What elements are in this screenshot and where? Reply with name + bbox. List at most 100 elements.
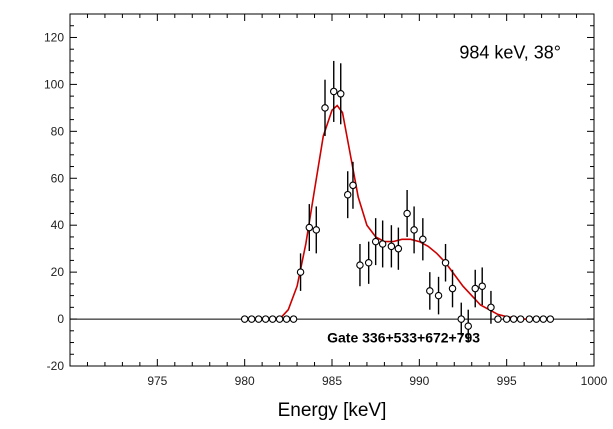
data-point — [546, 315, 555, 323]
data-marker — [471, 284, 479, 293]
axis-tick-labels: 975 980 985 990 995 1000 -20 0 20 40 60 80 100 120 — [44, 30, 608, 388]
data-point — [336, 63, 345, 125]
data-marker — [371, 237, 380, 246]
data-marker — [289, 315, 298, 323]
data-point — [478, 267, 486, 305]
data-point — [247, 315, 256, 323]
data-point — [516, 315, 525, 323]
data-marker — [487, 303, 495, 312]
data-point — [464, 309, 472, 343]
data-marker — [441, 258, 450, 267]
data-marker — [254, 315, 263, 323]
data-point — [312, 206, 321, 254]
y-tick-label: 20 — [51, 265, 65, 279]
data-point — [275, 315, 284, 323]
data-marker — [240, 315, 249, 323]
y-tick-label: 80 — [51, 124, 65, 138]
data-point — [371, 218, 380, 266]
data-point — [394, 227, 403, 270]
data-marker — [387, 242, 396, 251]
data-point — [321, 79, 329, 137]
data-point — [410, 206, 418, 254]
y-tick-label: 100 — [44, 77, 64, 91]
data-marker — [509, 315, 518, 323]
data-point — [240, 315, 249, 323]
data-marker — [448, 284, 457, 293]
x-tick-label: 980 — [235, 374, 255, 388]
data-marker — [426, 287, 434, 295]
y-tick-label: 120 — [44, 30, 64, 44]
data-marker — [457, 315, 466, 323]
y-tick-label: -20 — [47, 359, 65, 373]
data-point — [268, 315, 277, 323]
data-point — [471, 269, 479, 308]
data-marker — [343, 190, 352, 199]
data-marker — [539, 315, 548, 323]
data-point — [539, 315, 548, 323]
data-marker — [268, 315, 277, 323]
data-marker — [464, 322, 472, 330]
data-point — [343, 171, 352, 219]
data-marker — [296, 268, 305, 276]
data-marker — [364, 258, 373, 267]
data-marker — [275, 315, 284, 323]
data-point — [509, 315, 518, 323]
axis-ticks — [69, 13, 595, 367]
x-tick-label: 985 — [322, 374, 342, 388]
data-marker — [410, 226, 418, 234]
data-point — [403, 190, 411, 237]
x-tick-label: 990 — [409, 374, 429, 388]
data-point — [532, 315, 541, 323]
x-tick-label: 975 — [147, 374, 167, 388]
data-point — [254, 315, 263, 323]
y-tick-label: 40 — [51, 218, 65, 232]
data-marker — [329, 87, 338, 96]
data-point — [282, 315, 291, 323]
data-marker — [403, 209, 411, 218]
data-marker — [282, 315, 291, 323]
data-marker — [336, 90, 345, 98]
data-point — [387, 225, 396, 268]
x-axis-title: Energy [keV] — [278, 400, 387, 421]
data-point — [487, 290, 495, 324]
data-point — [426, 272, 434, 310]
x-tick-label: 1000 — [581, 374, 608, 388]
data-marker — [305, 223, 314, 232]
data-point — [525, 315, 534, 323]
data-point — [378, 220, 387, 268]
data-point — [261, 315, 270, 323]
data-marker — [532, 315, 541, 323]
data-point — [494, 315, 502, 323]
plot-frame — [69, 13, 595, 367]
data-point — [289, 315, 298, 323]
data-point — [296, 253, 305, 291]
data-point — [502, 315, 511, 323]
data-point — [441, 243, 450, 282]
data-marker — [312, 226, 321, 234]
y-tick-label: 0 — [57, 312, 64, 326]
data-point — [434, 276, 443, 315]
data-marker — [516, 315, 525, 323]
data-marker — [494, 315, 502, 323]
data-marker — [321, 104, 329, 112]
y-tick-label: 60 — [51, 171, 65, 185]
data-point — [329, 60, 338, 122]
data-marker — [247, 315, 256, 323]
data-marker — [261, 315, 270, 323]
data-marker — [525, 315, 534, 323]
data-marker — [478, 282, 486, 290]
data-point — [448, 269, 457, 308]
data-point — [356, 243, 364, 287]
data-point — [364, 241, 373, 284]
data-marker — [356, 261, 364, 269]
data-point — [305, 204, 314, 252]
data-marker — [546, 315, 555, 323]
x-tick-label: 995 — [497, 374, 517, 388]
data-point — [349, 161, 357, 209]
annotation-energy-angle: 984 keV, 38° — [459, 43, 561, 63]
data-marker — [394, 244, 403, 253]
annotation-gate: Gate 336+533+672+793 — [327, 330, 480, 346]
data-marker — [378, 240, 387, 248]
data-marker — [349, 181, 357, 190]
